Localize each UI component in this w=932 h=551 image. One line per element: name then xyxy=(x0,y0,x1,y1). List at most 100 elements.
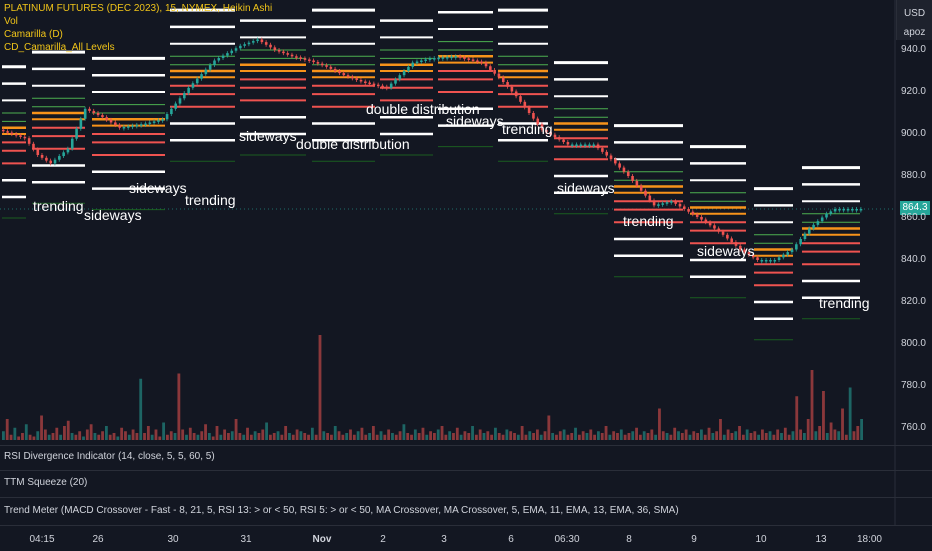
candle xyxy=(256,39,259,42)
volume-bar xyxy=(459,434,463,440)
volume-bar xyxy=(570,433,574,440)
candle xyxy=(579,144,583,146)
rsi-divergence-label[interactable]: RSI Divergence Indicator (14, close, 5, … xyxy=(4,451,215,462)
annotation-trending: trending xyxy=(33,198,84,214)
candle xyxy=(433,58,436,60)
candle xyxy=(760,260,764,262)
candle xyxy=(859,208,863,211)
time-axis[interactable]: 04:15 26 30 31 Nov 2 3 6 06:30 8 9 10 13… xyxy=(0,525,932,551)
candle xyxy=(83,108,87,119)
candle xyxy=(191,83,195,88)
trend-meter-label[interactable]: Trend Meter (MACD Crossover - Fast - 8, … xyxy=(4,505,679,516)
timezone-label[interactable]: apoz xyxy=(903,27,926,38)
legend-item-cd-camarilla[interactable]: CD_Camarilla_All Levels xyxy=(4,42,115,53)
volume-bar xyxy=(185,434,188,440)
annotation-sideways: sideways xyxy=(446,113,504,129)
volume-bar xyxy=(181,429,185,440)
candle xyxy=(549,132,552,135)
legend-item-vol[interactable]: Vol xyxy=(4,16,18,27)
volume-bar xyxy=(40,415,43,440)
candle xyxy=(523,101,527,108)
volume-bar xyxy=(696,433,699,440)
legend-item-camarilla[interactable]: Camarilla (D) xyxy=(4,29,63,40)
annotation-trending: trending xyxy=(185,192,236,208)
volume-bar xyxy=(680,433,684,440)
candle xyxy=(782,254,785,258)
candle xyxy=(799,239,802,245)
time-tick: 8 xyxy=(626,534,632,545)
candle xyxy=(670,201,673,203)
candle xyxy=(777,257,781,260)
volume-bar xyxy=(59,434,63,440)
pane-separator[interactable] xyxy=(0,445,932,446)
volume-bar xyxy=(585,433,589,440)
volume-bar xyxy=(326,433,330,440)
volume-bar xyxy=(734,431,738,440)
volume-bar xyxy=(589,429,593,440)
volume-bar xyxy=(555,434,558,440)
volume-bar xyxy=(837,431,841,440)
candle xyxy=(282,51,285,54)
volume-bar xyxy=(63,426,66,440)
volume-bar xyxy=(757,434,761,440)
volume-bar xyxy=(303,433,307,440)
currency-button[interactable]: USD xyxy=(903,8,926,19)
pane-separator[interactable] xyxy=(0,470,932,471)
candle xyxy=(269,44,272,48)
volume-bar xyxy=(848,387,852,440)
volume-bar xyxy=(318,335,322,440)
candle xyxy=(135,124,139,127)
candle xyxy=(708,222,712,226)
volume-bar xyxy=(749,433,753,440)
candle xyxy=(174,103,177,109)
volume-bar xyxy=(379,431,383,440)
candle xyxy=(200,74,203,79)
volume-bar xyxy=(280,434,284,440)
volume-bar xyxy=(24,424,28,440)
symbol-title[interactable]: PLATINUM FUTURES (DEC 2023), 15, NYMEX, … xyxy=(4,3,273,14)
time-tick: 2 xyxy=(380,534,386,545)
candle xyxy=(114,122,117,126)
volume-bar xyxy=(70,433,74,440)
time-tick: 26 xyxy=(92,534,104,545)
volume-bar xyxy=(535,429,539,440)
volume-bar xyxy=(391,433,394,440)
candle xyxy=(170,108,173,115)
volume-bar xyxy=(745,429,749,440)
volume-bar xyxy=(17,436,21,440)
volume-bar xyxy=(89,424,93,440)
volume-bar xyxy=(177,373,181,440)
candle xyxy=(458,56,462,58)
volume-bar xyxy=(356,431,360,440)
candle xyxy=(614,159,617,164)
volume-bar xyxy=(234,419,238,440)
volume-bar xyxy=(204,424,207,440)
candle xyxy=(816,221,820,225)
candle xyxy=(838,208,841,211)
pane-separator[interactable] xyxy=(0,497,932,498)
volume-bar xyxy=(856,426,860,440)
volume-bar xyxy=(509,431,513,440)
candle xyxy=(316,62,320,64)
volume-bar xyxy=(223,429,227,440)
candle xyxy=(592,144,596,146)
ttm-squeeze-label[interactable]: TTM Squeeze (20) xyxy=(4,477,88,488)
volume-bar xyxy=(249,434,253,440)
candle xyxy=(226,53,229,56)
candle xyxy=(713,225,716,229)
volume-bar xyxy=(200,431,204,440)
volume-bar xyxy=(593,434,597,440)
volume-bar xyxy=(74,434,78,440)
volume-bar xyxy=(196,434,200,440)
candle xyxy=(622,167,626,172)
volume-bar xyxy=(166,434,169,440)
candle xyxy=(402,71,406,76)
volume-bar xyxy=(371,426,375,440)
volume-bar xyxy=(711,433,715,440)
volume-bar xyxy=(833,429,837,440)
volume-bar xyxy=(139,378,143,440)
candle xyxy=(45,157,48,161)
candle xyxy=(320,63,324,66)
volume-bar xyxy=(715,431,719,440)
